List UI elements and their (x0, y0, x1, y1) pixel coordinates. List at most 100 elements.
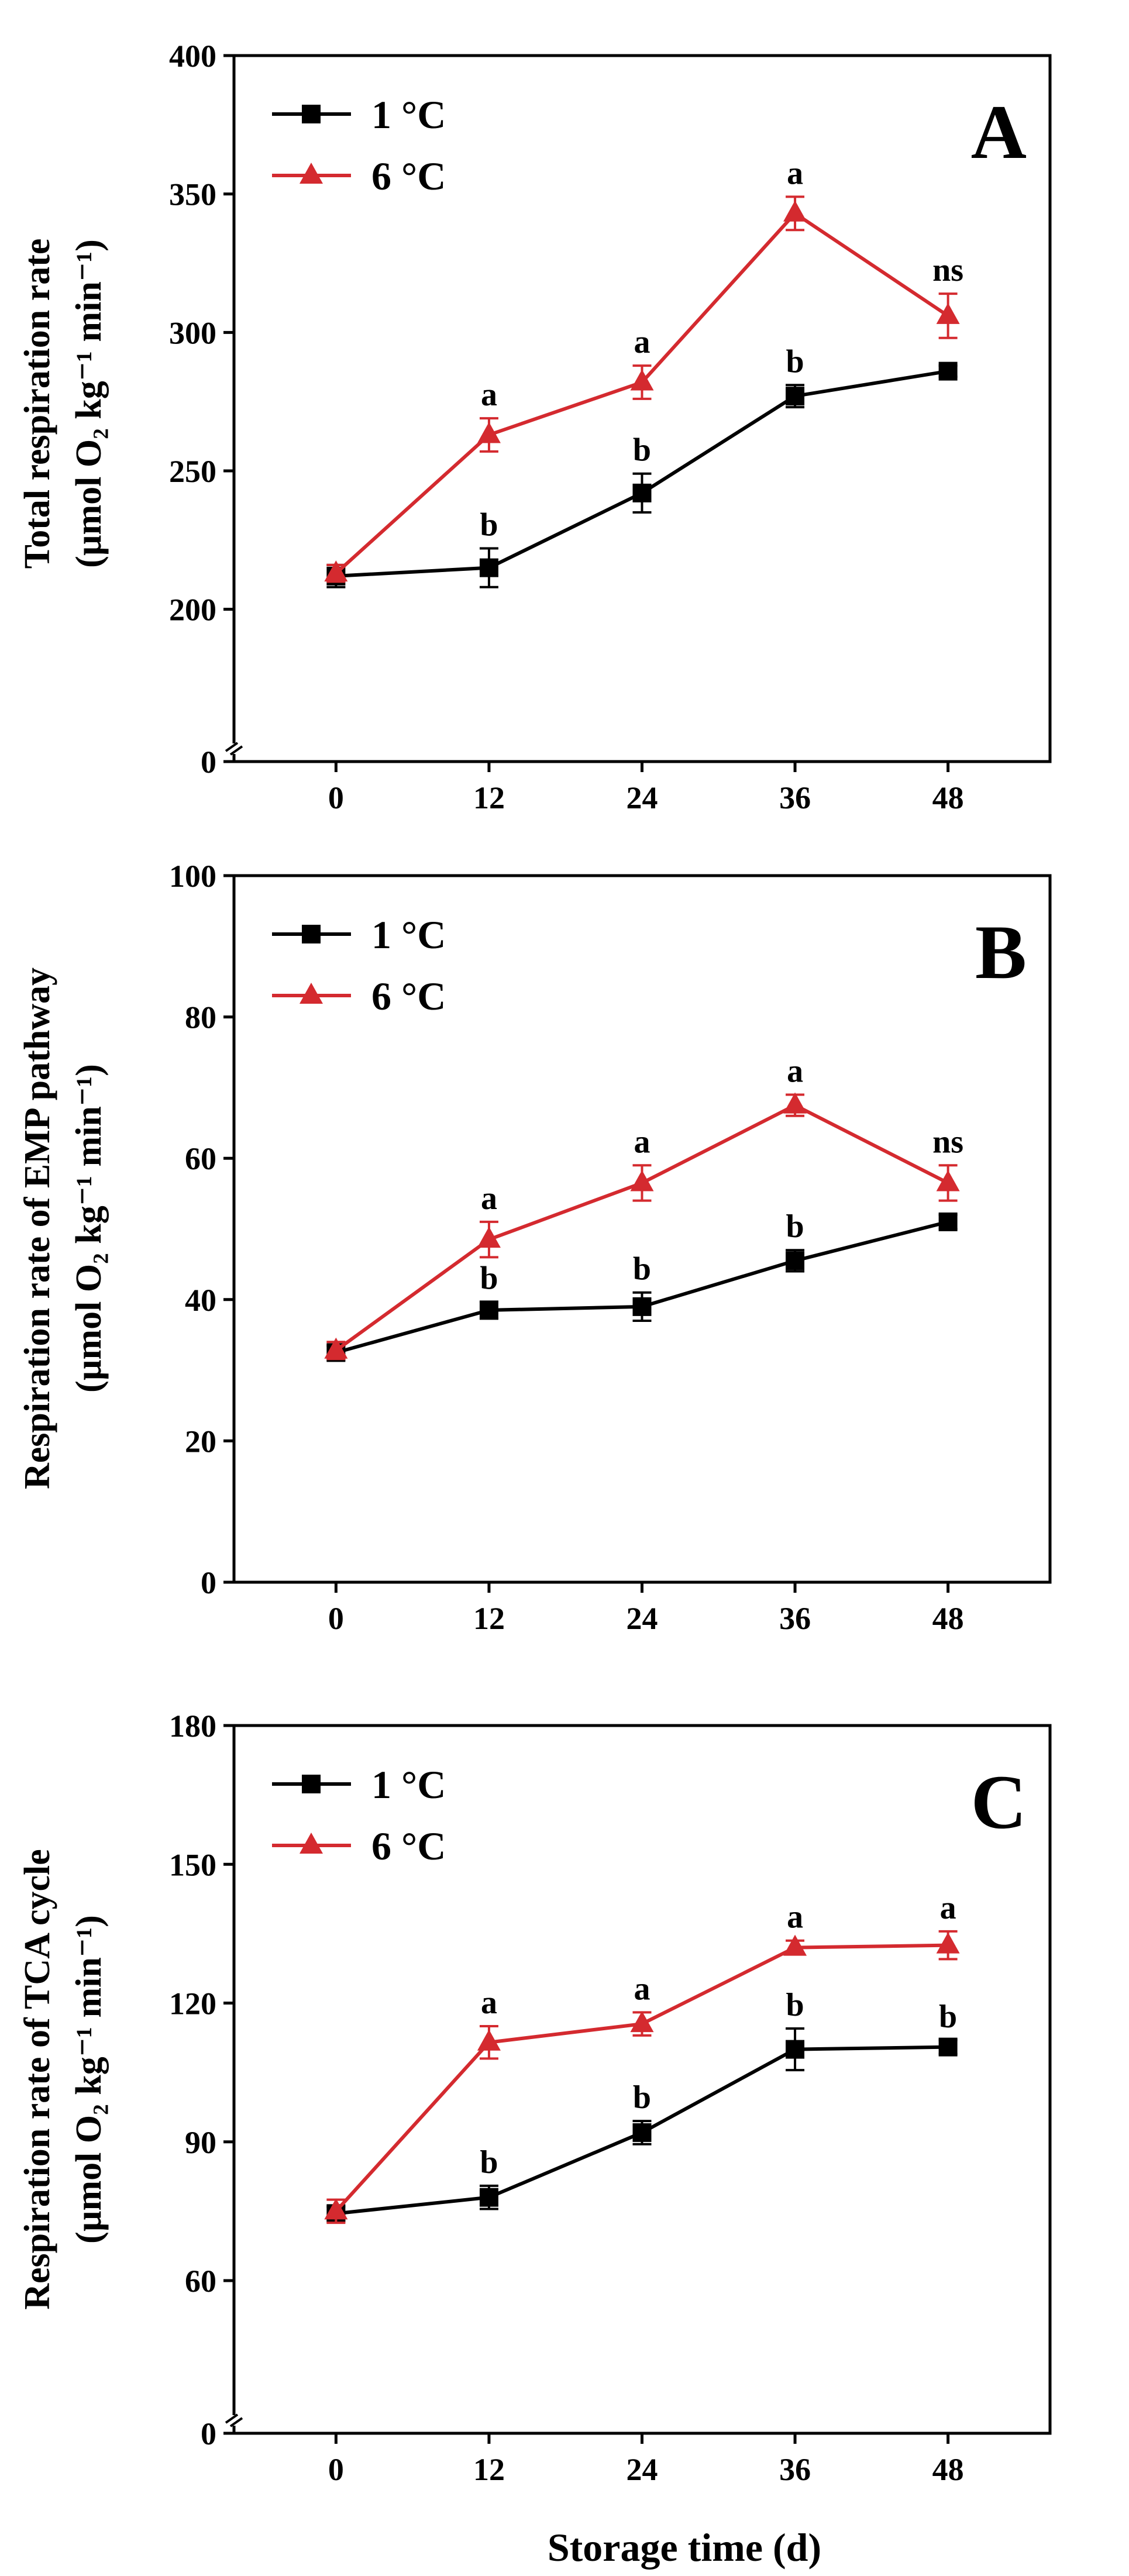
data-point-square (938, 1212, 958, 1231)
y-tick-label: 180 (169, 1709, 216, 1744)
x-tick-label: 12 (473, 2452, 505, 2487)
significance-label: b (633, 2079, 651, 2116)
x-axis-label: Storage time (d) (548, 2525, 821, 2570)
x-tick-label: 12 (473, 1601, 505, 1636)
y-tick-label: 150 (169, 1847, 216, 1882)
data-point-triangle (324, 2198, 348, 2220)
data-point-square (786, 2040, 805, 2059)
significance-label: a (940, 1890, 956, 1926)
legend-label: 1 °C (371, 912, 446, 957)
legend-label: 6 °C (371, 1824, 446, 1868)
x-tick-label: 36 (779, 1601, 811, 1636)
x-tick-label: 36 (779, 2452, 811, 2487)
data-point-triangle (477, 2029, 501, 2051)
y-tick-label: 0 (201, 1565, 216, 1600)
legend-marker-triangle (300, 163, 323, 184)
panel-letter: A (971, 89, 1027, 175)
x-tick-label: 12 (473, 780, 505, 815)
y-axis-label: Respiration rate of EMP pathway (18, 967, 57, 1489)
x-tick-label: 0 (328, 780, 344, 815)
y-tick-label: 60 (185, 1141, 216, 1176)
data-point-square (632, 2123, 652, 2142)
significance-label: a (787, 155, 803, 191)
legend-marker-square (302, 105, 321, 123)
data-point-square (938, 361, 958, 381)
y-tick-label: 100 (169, 859, 216, 894)
x-tick-label: 24 (627, 780, 658, 815)
x-tick-label: 48 (932, 1601, 964, 1636)
y-tick-label: 350 (169, 177, 216, 212)
y-axis-label-units: (µmol O₂ kg⁻¹ min⁻¹) (69, 239, 109, 568)
significance-label: b (480, 507, 498, 543)
significance-label: b (633, 1251, 651, 1287)
significance-label: a (481, 377, 497, 413)
data-point-triangle (783, 1092, 807, 1114)
significance-label: a (634, 324, 650, 360)
significance-label: b (633, 432, 651, 469)
y-axis-label: Total respiration rate (18, 239, 57, 569)
data-point-triangle (630, 1170, 654, 1191)
y-tick-label: 0 (201, 745, 216, 780)
legend-label: 1 °C (371, 1762, 446, 1807)
chart-panel-b: 0 20 40 60 80 100 0 12 24 36 48 Respiration rate of… (18, 859, 1052, 1636)
data-point-square (479, 1300, 498, 1320)
significance-label: b (480, 1260, 498, 1296)
significance-label: ns (932, 252, 963, 288)
y-tick-label: 90 (185, 2125, 216, 2160)
panel-letter: C (971, 1759, 1027, 1845)
axis-break-mark (225, 2413, 239, 2424)
axis-break-mark (229, 745, 243, 756)
x-tick-label: 0 (328, 1601, 344, 1636)
x-tick-label: 48 (932, 780, 964, 815)
legend-marker-square (302, 1775, 321, 1793)
legend-marker-square (302, 925, 321, 943)
panel-letter: B (975, 909, 1027, 995)
legend-label: 6 °C (371, 154, 446, 198)
legend-marker-triangle (300, 1833, 323, 1854)
significance-label: a (787, 1899, 803, 1936)
data-point-square (786, 387, 805, 406)
significance-label: b (786, 1987, 804, 2023)
significance-label: a (787, 1053, 803, 1089)
significance-label: b (480, 2144, 498, 2181)
data-point-square (632, 483, 652, 502)
x-tick-label: 24 (627, 1601, 658, 1636)
data-point-triangle (936, 1932, 960, 1954)
data-point-triangle (324, 560, 348, 582)
y-tick-label: 60 (185, 2264, 216, 2299)
y-tick-label: 400 (169, 39, 216, 74)
y-tick-label: 300 (169, 315, 216, 350)
y-tick-label: 40 (185, 1283, 216, 1318)
data-point-square (479, 558, 498, 577)
chart-panel-a: 0 200 250 300 350 400 0 12 24 36 48 Total respirati… (18, 39, 1052, 815)
data-point-square (786, 1251, 805, 1270)
x-tick-label: 0 (328, 2452, 344, 2487)
data-point-square (632, 1297, 652, 1316)
significance-label: b (786, 1208, 804, 1245)
chart-panel-c: 0 60 90 120 150 180 0 12 24 36 48 Respiration rate … (18, 1709, 1052, 2487)
y-axis-label: Respiration rate of TCA cycle (18, 1849, 57, 2309)
significance-label: ns (932, 1124, 963, 1160)
significance-label: a (481, 1180, 497, 1217)
data-point-triangle (477, 1227, 501, 1248)
significance-label: a (634, 1124, 650, 1160)
axis-break-mark (229, 2417, 243, 2427)
y-tick-label: 200 (169, 593, 216, 628)
significance-label: b (939, 1999, 957, 2035)
data-point-triangle (936, 302, 960, 324)
data-point-square (479, 2188, 498, 2207)
y-axis-label-units: (µmol O₂ kg⁻¹ min⁻¹) (69, 1915, 109, 2244)
plot-frame (232, 54, 1052, 763)
y-tick-label: 20 (185, 1424, 216, 1459)
legend-marker-triangle (300, 983, 323, 1004)
x-tick-label: 36 (779, 780, 811, 815)
x-tick-label: 24 (627, 2452, 658, 2487)
significance-label: a (634, 1971, 650, 2007)
significance-label: b (786, 343, 804, 380)
y-tick-label: 120 (169, 1986, 216, 2021)
legend-label: 1 °C (371, 92, 446, 137)
data-point-triangle (630, 2011, 654, 2033)
x-tick-label: 48 (932, 2452, 964, 2487)
data-point-triangle (477, 422, 501, 443)
